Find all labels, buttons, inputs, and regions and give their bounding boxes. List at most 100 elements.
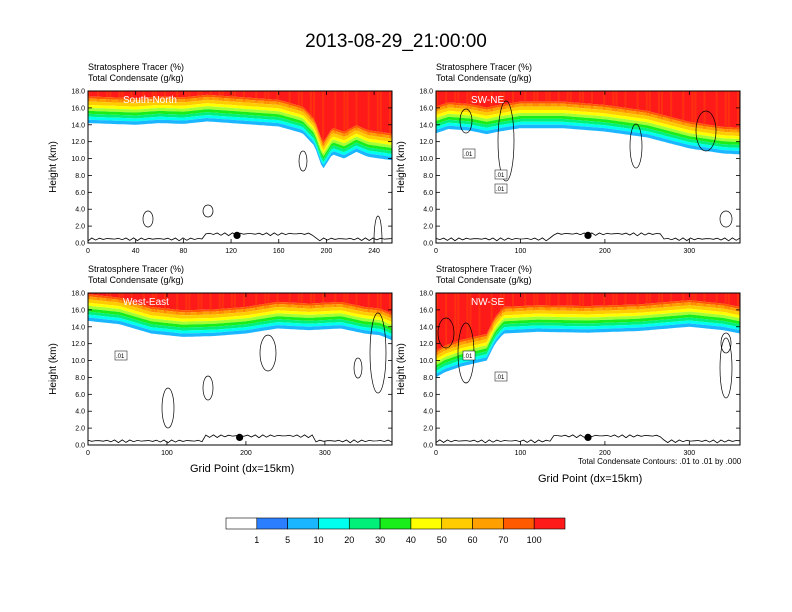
tracer-band-70 xyxy=(88,115,392,165)
y-tick-label: 10.0 xyxy=(419,358,433,365)
tracer-streak xyxy=(106,293,109,301)
tracer-streak xyxy=(724,293,727,309)
location-marker xyxy=(584,231,592,239)
tracer-streak xyxy=(88,293,90,299)
panel-2-field: .01 .01 .01 xyxy=(436,91,740,242)
tracer-band-40 xyxy=(88,106,392,157)
tracer-streak xyxy=(566,91,569,107)
plot-frame xyxy=(87,292,393,446)
colorbar-label: 5 xyxy=(285,535,290,545)
y-tick-label: 12.0 xyxy=(419,341,433,348)
tracer-streak xyxy=(255,91,258,103)
tracer-streak xyxy=(457,293,460,346)
x-tick-label: 0 xyxy=(86,248,90,255)
tracer-streak xyxy=(591,91,594,109)
tracer-band-50 xyxy=(88,308,392,331)
tracer-streak xyxy=(445,293,448,351)
tracer-streak xyxy=(243,293,246,312)
tracer-streak xyxy=(645,293,648,309)
tracer-streak xyxy=(118,293,121,303)
tracer-band-30 xyxy=(436,110,740,140)
tracer-streak xyxy=(499,91,502,110)
y-tick-label: 8.0 xyxy=(423,375,433,382)
x-tick-label: 0 xyxy=(86,450,90,457)
y-tick-label: 0.0 xyxy=(423,443,433,450)
x-tick-label: 300 xyxy=(319,450,331,457)
panel-1: South-North 0.0 2.0 4.0 6.0 8.0 10.0 12.0 14.0 16… xyxy=(48,89,393,255)
colorbar-cell xyxy=(379,517,412,530)
tracer-streak xyxy=(106,91,109,102)
x-tick-label: 200 xyxy=(321,248,333,255)
y-tick-label: 0.0 xyxy=(75,443,85,450)
panel-1-header-condensate: Total Condensate (g/kg) xyxy=(88,73,184,83)
tracer-streak xyxy=(736,293,739,311)
x-tick-label: 0 xyxy=(434,248,438,255)
tracer-band-60 xyxy=(88,311,392,334)
tracer-streak xyxy=(727,293,730,310)
panel-4: .01 .01 NW-SE 0.0 2.0 4.0 6.0 8.0 10.0 12.0 14.0 16… xyxy=(396,291,741,457)
contour-label-box xyxy=(462,148,476,159)
tracer-streak xyxy=(478,293,481,341)
colorbar-cell xyxy=(410,517,443,530)
tracer-streak xyxy=(466,91,469,109)
condensate-contour xyxy=(720,332,732,354)
contour-label: .01 xyxy=(496,173,505,179)
tracer-streak xyxy=(218,91,221,101)
colorbar-label: 100 xyxy=(527,535,542,545)
y-tick-label: 12.0 xyxy=(71,139,85,146)
tracer-streak xyxy=(109,293,112,302)
tracer-streak xyxy=(545,91,548,107)
contour-label: .01 xyxy=(464,152,473,158)
tracer-streak xyxy=(322,91,325,146)
tracer-band-60 xyxy=(88,112,392,162)
tracer-streak xyxy=(657,293,660,308)
x-tick-label: 200 xyxy=(599,248,611,255)
tracer-streak xyxy=(233,91,236,102)
y-tick-label: 8.0 xyxy=(75,375,85,382)
tracer-streak xyxy=(297,293,300,308)
tracer-streak xyxy=(682,91,685,125)
tracer-streak xyxy=(346,91,349,136)
y-tick-label: 8.0 xyxy=(75,173,85,180)
y-axis-label: Height (km) xyxy=(48,141,59,193)
y-tick-label: 6.0 xyxy=(75,392,85,399)
y-tick-label: 10.0 xyxy=(71,156,85,163)
tracer-streak xyxy=(736,91,739,133)
tracer-streak xyxy=(548,91,551,107)
tracer-streak xyxy=(524,91,527,107)
plot-frame xyxy=(87,90,393,244)
y-tick-label: 12.0 xyxy=(419,139,433,146)
tracer-streak xyxy=(578,91,581,108)
tracer-streak xyxy=(724,91,727,132)
tracer-streak xyxy=(581,293,584,311)
tracer-streak xyxy=(715,91,718,131)
tracer-streak xyxy=(276,293,279,307)
condensate-contour xyxy=(497,100,515,182)
colorbar-label: 70 xyxy=(498,535,508,545)
condensate-contour xyxy=(369,312,387,394)
tracer-streak xyxy=(355,293,358,310)
panel-4-field: .01 .01 xyxy=(436,293,740,444)
tracer-streak xyxy=(322,293,325,308)
condensate-contour xyxy=(629,123,643,169)
panel-name-label: South-North xyxy=(123,95,177,106)
location-marker xyxy=(584,433,592,441)
condensate-contour xyxy=(353,357,363,379)
colorbar-cell xyxy=(441,517,473,530)
tracer-streak xyxy=(648,293,651,309)
tracer-streak xyxy=(490,91,493,112)
tracer-streak xyxy=(603,91,606,110)
tracer-streak xyxy=(188,293,191,315)
tracer-band-30 xyxy=(88,302,392,326)
tracer-streak xyxy=(615,91,618,112)
tracer-streak xyxy=(694,91,697,128)
y-tick-label: 10.0 xyxy=(71,358,85,365)
tracer-streak xyxy=(288,91,291,108)
y-tick-label: 14.0 xyxy=(419,324,433,331)
panel-4-header-tracer: Stratosphere Tracer (%) xyxy=(436,264,533,274)
terrain-line xyxy=(88,232,392,242)
tracer-streak xyxy=(164,91,166,102)
tracer-streak xyxy=(603,293,606,311)
tracer-band-10 xyxy=(436,103,740,133)
y-tick-label: 4.0 xyxy=(423,409,433,416)
